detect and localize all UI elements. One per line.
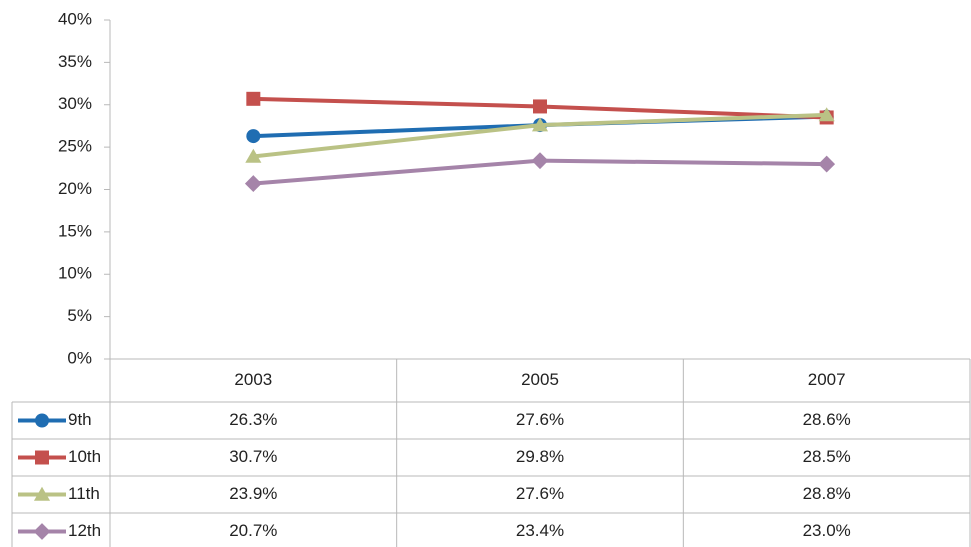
value-label: 30.7% [229,447,277,466]
y-tick-label: 5% [67,306,92,325]
marker [531,117,549,132]
value-label: 28.5% [803,447,851,466]
y-tick-label: 35% [58,52,92,71]
y-tick-label: 40% [58,9,92,28]
legend-marker [33,486,51,501]
marker [245,148,262,163]
value-label: 27.6% [516,484,564,503]
marker [818,107,835,122]
marker [246,91,261,106]
marker [244,175,262,192]
y-tick-label: 30% [58,94,92,113]
y-tick-label: 20% [58,179,92,198]
legend-label: 11th [68,484,100,503]
y-tick-label: 25% [58,137,92,156]
value-label: 28.8% [803,484,851,503]
legend-marker [33,523,51,540]
value-label: 23.9% [229,484,277,503]
marker [246,129,261,144]
legend-label: 10th [68,447,101,466]
value-label: 27.6% [516,410,564,429]
marker [531,152,549,170]
legend-marker [35,413,49,428]
legend-marker [35,450,49,465]
legend-label: 9th [68,410,92,429]
y-tick-label: 10% [58,264,92,283]
value-label: 26.3% [229,410,277,429]
y-tick-label: 15% [58,221,92,240]
value-label: 28.6% [803,410,851,429]
value-label: 23.4% [516,521,564,540]
marker [818,155,836,173]
value-label: 29.8% [516,447,564,466]
x-tick-label: 2003 [234,370,272,389]
legend-label: 12th [68,521,101,540]
value-label: 20.7% [229,521,277,540]
y-tick-label: 0% [67,348,92,367]
x-tick-label: 2005 [521,370,559,389]
value-label: 23.0% [803,521,851,540]
x-tick-label: 2007 [808,370,846,389]
marker [533,99,547,114]
